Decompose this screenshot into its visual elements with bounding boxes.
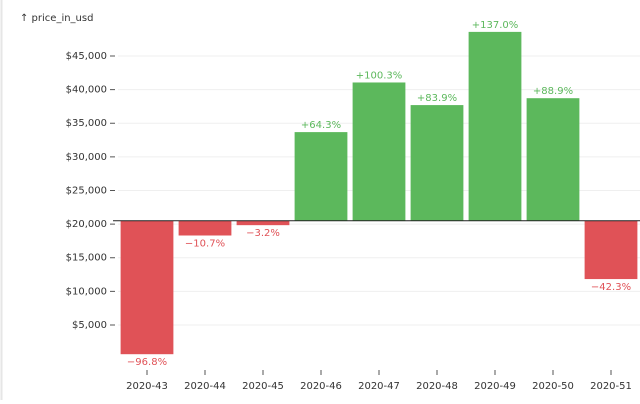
x-tick-label: 2020-45 (242, 381, 284, 392)
y-tick-label: $35,000 (66, 118, 107, 129)
bar (120, 220, 174, 355)
x-tick-label: 2020-51 (590, 381, 632, 392)
x-tick-label: 2020-43 (126, 381, 168, 392)
value-label: +100.3% (356, 70, 403, 81)
x-tick-label: 2020-44 (184, 381, 226, 392)
x-tick-label: 2020-46 (300, 381, 342, 392)
value-label: +137.0% (472, 20, 519, 31)
value-label: −3.2% (246, 228, 280, 239)
value-label: −42.3% (591, 282, 631, 293)
bar (352, 82, 406, 221)
value-label: −96.8% (127, 357, 167, 368)
x-tick-label: 2020-47 (358, 381, 400, 392)
bar (526, 98, 580, 221)
value-label: +64.3% (301, 120, 341, 131)
value-label: +88.9% (533, 86, 573, 97)
y-tick-label: $45,000 (66, 51, 107, 62)
x-tick-label: 2020-48 (416, 381, 458, 392)
bar (236, 220, 290, 226)
y-tick-label: $10,000 (66, 286, 107, 297)
bar (584, 220, 638, 280)
value-label: −10.7% (185, 239, 225, 250)
x-tick-label: 2020-50 (532, 381, 574, 392)
y-tick-label: $40,000 (66, 85, 107, 96)
y-tick-label: $15,000 (66, 253, 107, 264)
bar (178, 220, 232, 236)
value-label: +83.9% (417, 93, 457, 104)
y-tick-label: $5,000 (72, 320, 107, 331)
x-tick-label: 2020-49 (474, 381, 516, 392)
y-tick-label: $20,000 (66, 219, 107, 230)
bar (294, 132, 348, 221)
y-tick-label: $25,000 (66, 185, 107, 196)
bar (468, 31, 522, 221)
y-tick-label: $30,000 (66, 152, 107, 163)
y-axis-label: ↑ price_in_usd (20, 13, 93, 24)
bar (410, 105, 464, 221)
